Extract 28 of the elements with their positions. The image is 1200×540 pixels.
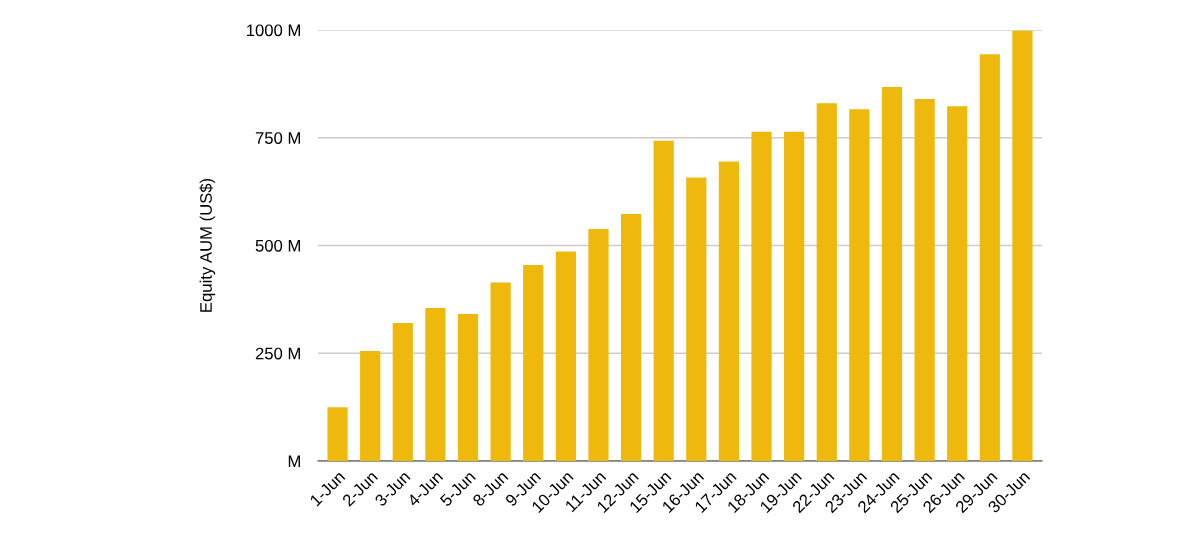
y-tick-label: 750 M — [255, 132, 300, 144]
bar — [653, 140, 674, 461]
bar — [457, 314, 479, 461]
bar — [751, 131, 772, 461]
bar — [392, 323, 413, 461]
bar — [490, 282, 511, 461]
bar — [360, 351, 381, 461]
y-tick-label: 500 M — [255, 239, 300, 252]
y-tick-label: M — [288, 455, 300, 468]
bar — [327, 407, 348, 461]
bar — [523, 264, 544, 461]
bar — [849, 109, 870, 461]
bar — [588, 229, 609, 461]
bar — [979, 54, 1000, 461]
bar — [881, 86, 903, 461]
bar — [1012, 30, 1033, 461]
bar — [555, 251, 576, 461]
bar — [425, 308, 446, 461]
bar — [947, 106, 968, 461]
y-tick-label: 250 M — [255, 347, 300, 360]
y-tick-label: 1000 M — [247, 24, 300, 37]
y-axis-title: Equity AUM (US$) — [199, 178, 216, 312]
bar — [686, 177, 707, 461]
bar — [816, 103, 837, 461]
bar — [914, 98, 935, 461]
bar — [620, 214, 642, 461]
bar — [784, 131, 805, 461]
bar — [718, 161, 740, 461]
